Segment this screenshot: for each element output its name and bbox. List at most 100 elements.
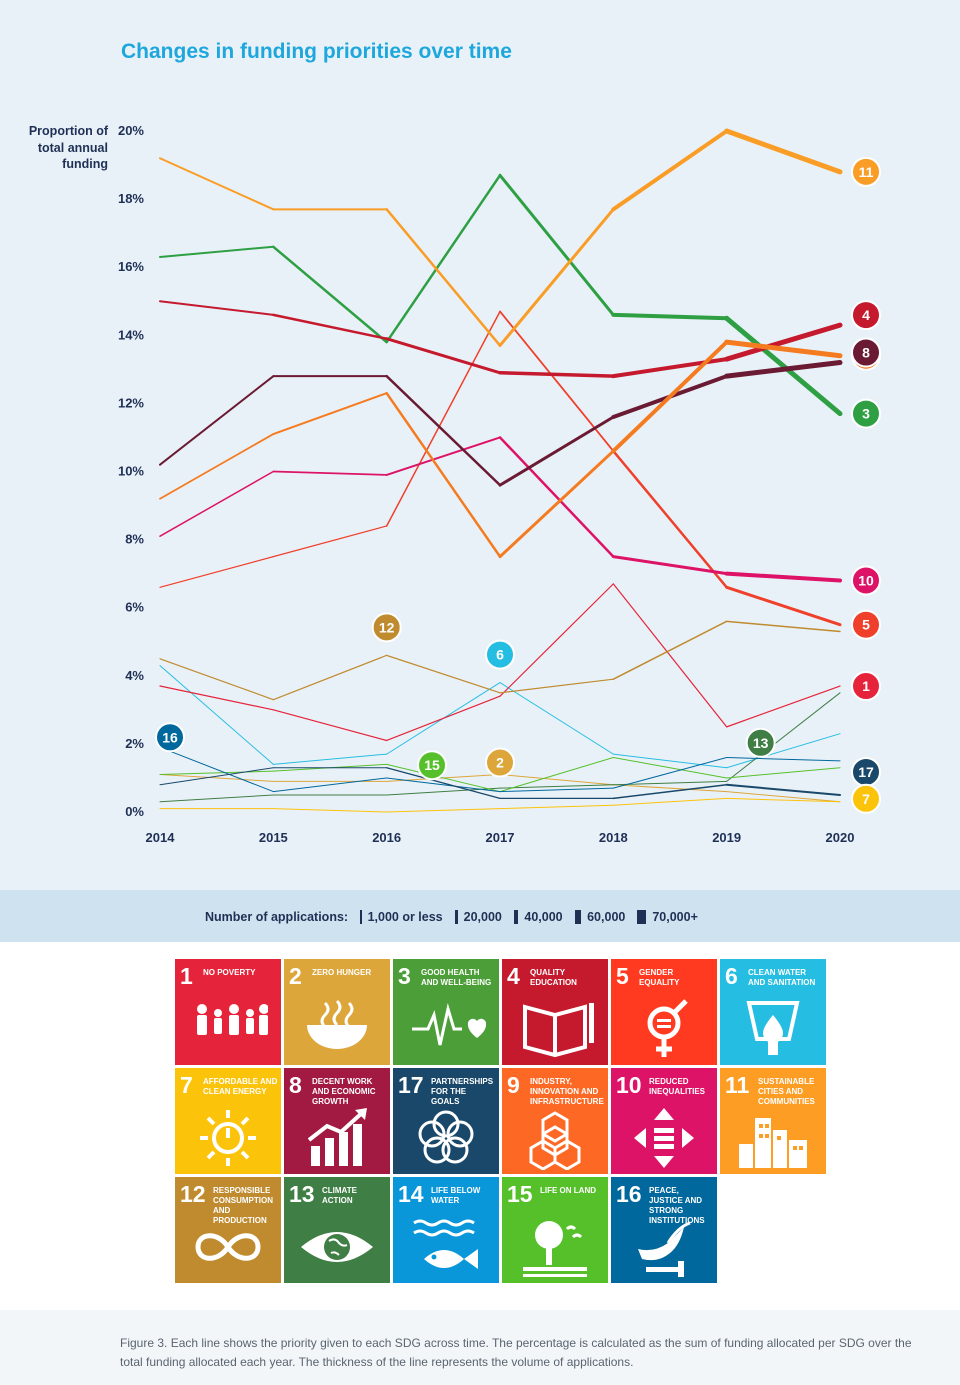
line-segment bbox=[159, 685, 274, 711]
badge-label: 6 bbox=[496, 647, 504, 663]
line-segment bbox=[726, 733, 841, 769]
badge-label: 11 bbox=[859, 164, 874, 180]
line-segment bbox=[272, 392, 388, 436]
series-sdg-10 bbox=[159, 436, 842, 583]
series-sdg-16 bbox=[159, 746, 841, 793]
line-segment bbox=[726, 757, 841, 762]
line-segment bbox=[498, 173, 615, 317]
sdg-label: No poverty bbox=[203, 968, 256, 977]
sdg-label: Decent work and economic growth bbox=[312, 1077, 376, 1106]
legend-row: Number of applications: 1,000 or less 20… bbox=[205, 908, 698, 926]
sdg-label: Industry, innovation and infrastructure bbox=[530, 1077, 604, 1106]
gender-icon bbox=[647, 999, 688, 1057]
sdg-label: Life below water bbox=[431, 1186, 481, 1205]
line-segment bbox=[159, 245, 275, 258]
line-segment bbox=[159, 767, 274, 786]
line-segment bbox=[159, 300, 275, 316]
sdg-tile-13: 13 Climate action bbox=[284, 1177, 390, 1283]
line-segment bbox=[386, 777, 501, 793]
line-segment bbox=[724, 339, 843, 359]
sdg-number: 9 bbox=[507, 1072, 520, 1098]
equality-arrows-icon bbox=[634, 1108, 694, 1168]
legend-item-20k: 20,000 bbox=[454, 910, 502, 924]
badge-label: 2 bbox=[496, 755, 504, 771]
sdg-number: 11 bbox=[725, 1072, 750, 1098]
badge-sdg-2: 2 bbox=[485, 747, 515, 778]
sdg-label: Quality education bbox=[530, 968, 577, 987]
sdg-tile-6: 6 Clean water and sanitation bbox=[720, 959, 826, 1065]
sun-power-icon bbox=[200, 1110, 256, 1166]
legend-title: Number of applications: bbox=[205, 910, 349, 924]
line-segment bbox=[611, 555, 729, 576]
badge-label: 17 bbox=[858, 764, 874, 780]
tree-icon bbox=[523, 1221, 587, 1277]
sdg-label: Affordable and clean energy bbox=[203, 1077, 278, 1096]
line-segment bbox=[611, 129, 729, 212]
legend-item-label: 70,000+ bbox=[652, 910, 698, 924]
line-segment bbox=[612, 784, 728, 800]
sdg-tile-1: 1 No poverty bbox=[175, 959, 281, 1065]
badge-label: 16 bbox=[162, 729, 178, 745]
line-segment bbox=[499, 583, 614, 697]
sdg-label: Reduced inequalities bbox=[649, 1077, 706, 1096]
y-tick-label: 4% bbox=[125, 668, 144, 683]
sdg-tile-5: 5 Gender equality bbox=[611, 959, 717, 1065]
badge-label: 10 bbox=[858, 572, 874, 588]
sdg-tile-11: 11 Sustainable cities and communities bbox=[720, 1068, 826, 1174]
sdg-number: 2 bbox=[289, 963, 302, 989]
x-tick-label: 2014 bbox=[146, 830, 176, 845]
legend: Number of applications: 1,000 or less 20… bbox=[0, 890, 960, 942]
line-segment bbox=[612, 620, 728, 680]
line-segment bbox=[159, 433, 275, 500]
book-icon bbox=[523, 1003, 594, 1058]
line-segment bbox=[726, 685, 841, 728]
sdg-tile-10: 10 Reduced inequalities bbox=[611, 1068, 717, 1174]
x-tick-label: 2017 bbox=[486, 830, 515, 845]
series-sdg-12 bbox=[159, 620, 841, 701]
series-sdg-5 bbox=[159, 310, 842, 627]
series-sdg-4 bbox=[159, 300, 843, 379]
growth-chart-icon bbox=[307, 1108, 367, 1166]
line-segment bbox=[385, 208, 502, 347]
line-segment bbox=[159, 375, 275, 466]
badge-sdg-3: 3 bbox=[851, 398, 881, 429]
y-tick-label: 20% bbox=[118, 123, 144, 138]
line-segment bbox=[499, 310, 615, 452]
line-segment bbox=[499, 804, 614, 810]
line-segment bbox=[499, 774, 614, 786]
y-axis-label: Proportion of total annual funding bbox=[28, 124, 108, 171]
line-segment bbox=[612, 449, 728, 589]
series-sdg-11 bbox=[159, 128, 843, 348]
y-tick-label: 10% bbox=[118, 464, 144, 479]
line-segment bbox=[385, 374, 502, 487]
line-segment bbox=[386, 767, 501, 799]
badge-sdg-15: 15 bbox=[417, 750, 447, 781]
line-segment bbox=[724, 322, 843, 362]
infinity-icon bbox=[195, 1233, 261, 1261]
badge-sdg-12: 12 bbox=[371, 612, 402, 643]
y-tick-labels: 20% 18% 16% 14% 12% 10% 8% 6% 4% 2% 0% bbox=[118, 123, 144, 819]
sdg-tile-9: 9 Industry, innovation and infrastructure bbox=[502, 1068, 608, 1174]
badge-sdg-1: 1 bbox=[851, 671, 881, 702]
line-segment bbox=[498, 436, 615, 558]
series-sdg-1 bbox=[159, 583, 841, 742]
sdg-number: 6 bbox=[725, 963, 738, 989]
chart-panel: Changes in funding priorities over time … bbox=[0, 0, 960, 890]
line-segment bbox=[726, 797, 841, 803]
line-segment bbox=[611, 340, 729, 454]
sdg-label: Clean water and sanitation bbox=[748, 968, 816, 987]
line-segment bbox=[159, 770, 274, 776]
sdg-number: 5 bbox=[616, 963, 629, 989]
line-segment bbox=[159, 470, 275, 537]
line-segment bbox=[724, 315, 843, 417]
legend-item-1k: 1,000 or less bbox=[360, 910, 443, 924]
badge-label: 3 bbox=[862, 406, 870, 422]
line-segment bbox=[159, 665, 274, 765]
line-segment bbox=[272, 245, 388, 344]
line-segment bbox=[612, 757, 728, 789]
y-tick-label: 0% bbox=[125, 804, 144, 819]
y-tick-label: 2% bbox=[125, 736, 144, 751]
sdg-label: Good health and well-being bbox=[421, 968, 492, 987]
sdg-number: 10 bbox=[616, 1072, 642, 1098]
legend-item-60k: 60,000 bbox=[574, 910, 625, 924]
